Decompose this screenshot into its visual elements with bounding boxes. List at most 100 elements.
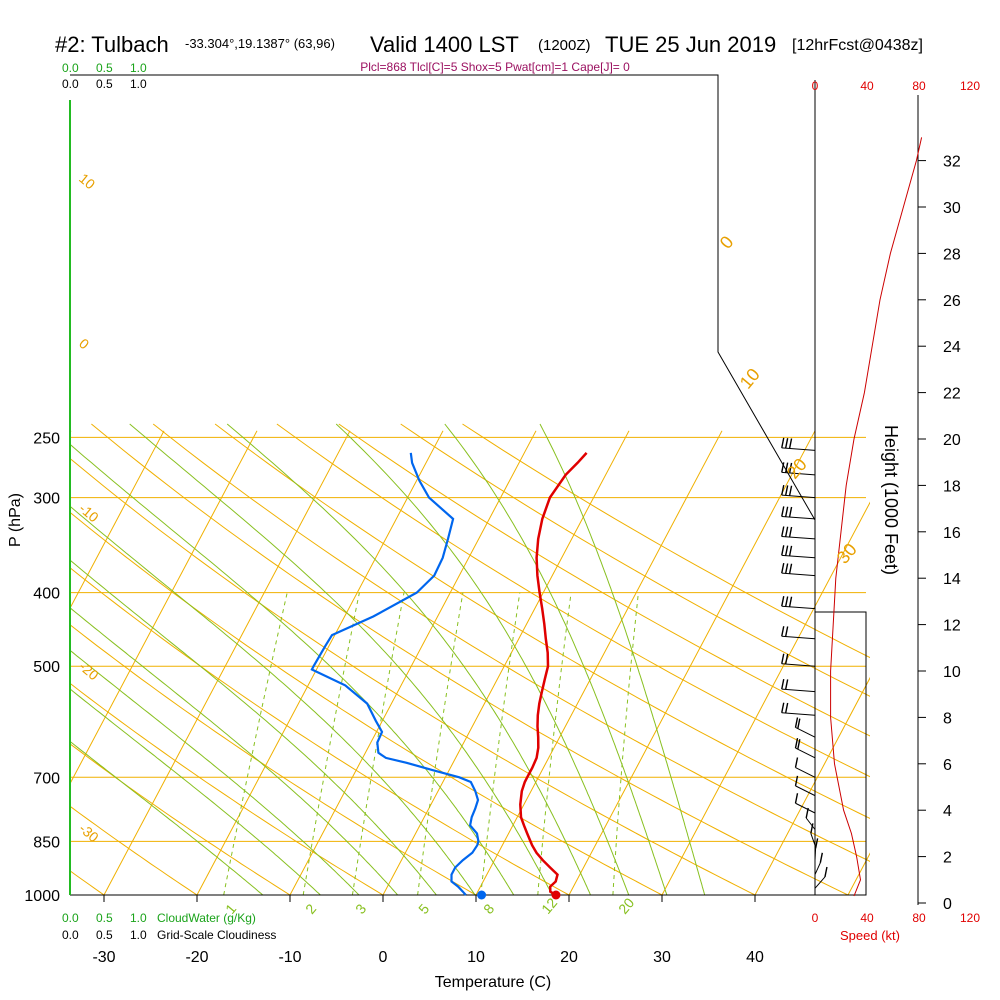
- speed-tick-top: 80: [912, 79, 926, 93]
- moist-adiabat: [70, 505, 476, 895]
- pressure-tick-label: 850: [33, 834, 60, 851]
- dry-adiabat: [400, 423, 870, 697]
- height-tick-label: 8: [943, 710, 952, 727]
- moist-adiabat: [70, 649, 360, 895]
- mixing-ratio-label: 5: [415, 901, 432, 917]
- wind-barb: [794, 737, 816, 759]
- mixing-ratio-label: 20: [615, 895, 637, 917]
- speed-tick-top: 120: [960, 79, 980, 93]
- isotherm-line: [196, 430, 444, 895]
- wind-barb-feather: [784, 485, 789, 496]
- wind-barb-feather: [784, 702, 789, 714]
- pressure-tick-label: 300: [33, 491, 60, 508]
- dry-adiabat-label: 0: [76, 335, 92, 352]
- wind-barb-feather: [788, 596, 793, 607]
- wind-barb-feather: [819, 852, 824, 863]
- wind-barb: [781, 462, 816, 476]
- wind-barb: [781, 679, 816, 693]
- moist-adiabat: [70, 443, 515, 895]
- dry-adiabat: [70, 743, 291, 895]
- wind-barb-feather: [781, 462, 785, 473]
- height-axis-label: Height (1000 Feet): [881, 425, 901, 575]
- wind-barb: [794, 717, 816, 738]
- forecast-date: TUE 25 Jun 2019: [605, 32, 776, 57]
- mixing-ratio-line: [417, 592, 464, 895]
- wind-barb-feather: [784, 679, 789, 690]
- dry-adiabat: [91, 423, 850, 895]
- pressure-tick-label: 1000: [24, 888, 60, 905]
- y-axis-label: P (hPa): [7, 493, 24, 547]
- dry-adiabat-label: -10: [76, 500, 102, 525]
- stability-indices: Plcl=868 Tlcl[C]=5 Shox=5 Pwat[cm]=1 Cap…: [360, 60, 630, 74]
- temperature-tick-label: 10: [467, 949, 485, 966]
- temperature-tick-label: 40: [746, 949, 764, 966]
- cloud-water-legend-bottom: 0.0 0.5 1.0 CloudWater (g/Kg) 0.0 0.5 1.…: [62, 911, 276, 942]
- height-wind-profile: [830, 137, 923, 897]
- height-tick-label: 14: [943, 571, 961, 588]
- mixing-ratio-line: [612, 592, 639, 895]
- height-tick-label: 16: [943, 525, 961, 542]
- dry-adiabat: [462, 423, 870, 659]
- wind-barb-feather: [788, 545, 793, 557]
- temperature-tick-label: 0: [379, 949, 388, 966]
- station-title: #2: Tulbach: [55, 32, 169, 57]
- wind-barb-feather: [781, 506, 785, 517]
- wind-barb-staff: [814, 876, 826, 889]
- wind-barb-staff: [781, 688, 816, 693]
- wind-barb-feather: [781, 679, 785, 690]
- height-tick-label: 0: [943, 896, 952, 913]
- dry-adiabat: [338, 423, 870, 737]
- wind-barb-feather: [781, 437, 785, 449]
- dry-adiabat-label: 10: [76, 170, 98, 192]
- dewpoint-profile: [310, 452, 480, 896]
- pressure-tick-label: 400: [33, 586, 60, 603]
- wind-barb-feather: [781, 545, 785, 556]
- cloud-top-tick: 0.0: [62, 61, 79, 75]
- isotherm-line: [847, 852, 870, 895]
- wind-barb: [781, 545, 816, 559]
- wind-barb: [814, 866, 828, 889]
- wind-barb-staff: [795, 785, 816, 797]
- moist-adiabat: [70, 688, 322, 895]
- height-tick-label: 2: [943, 850, 952, 867]
- wind-barb-feather: [794, 775, 799, 787]
- wind-barb: [794, 757, 816, 778]
- speed-tick-top: 40: [860, 79, 874, 93]
- dry-adiabat: [70, 805, 198, 895]
- height-tick-label: 20: [943, 432, 961, 449]
- moist-adiabat: [70, 740, 264, 895]
- wind-barb: [781, 653, 816, 667]
- temperature-tick-label: 20: [560, 949, 578, 966]
- cloudiness-bottom-tick: 0.5: [96, 928, 113, 942]
- wind-barb-staff: [795, 747, 816, 759]
- mixing-ratio-line: [223, 592, 288, 895]
- wind-barb-staff: [781, 712, 816, 716]
- height-tick-label: 4: [943, 803, 952, 820]
- isotherm-line: [568, 430, 816, 895]
- pressure-tick-label: 500: [33, 659, 60, 676]
- dry-adiabat: [214, 423, 870, 820]
- wind-barb-feather: [781, 702, 785, 713]
- cloud-bottom-tick: 0.5: [96, 911, 113, 925]
- thermodynamic-background: [70, 423, 870, 895]
- wind-barb-feather: [781, 626, 785, 637]
- isotherm-line: [661, 501, 870, 895]
- wind-barb: [781, 563, 816, 577]
- wind-barb: [794, 775, 816, 797]
- surface-dewpoint-point: [477, 890, 487, 900]
- wind-barb-staff: [781, 572, 816, 577]
- wind-barb-feather: [810, 823, 814, 834]
- height-tick-label: 10: [943, 664, 961, 681]
- wind-barb: [794, 793, 816, 814]
- valid-time: Valid 1400 LST: [370, 32, 519, 57]
- moist-adiabat: [129, 423, 553, 895]
- moist-adiabat: [226, 423, 592, 895]
- wind-barb-feather: [781, 563, 785, 574]
- wind-barb-feather: [784, 438, 789, 449]
- pressure-tick-label: 250: [33, 430, 60, 447]
- wind-barb-feather: [781, 485, 785, 496]
- wind-barb-feather: [797, 739, 801, 750]
- temperature-tick-label: -30: [92, 949, 115, 966]
